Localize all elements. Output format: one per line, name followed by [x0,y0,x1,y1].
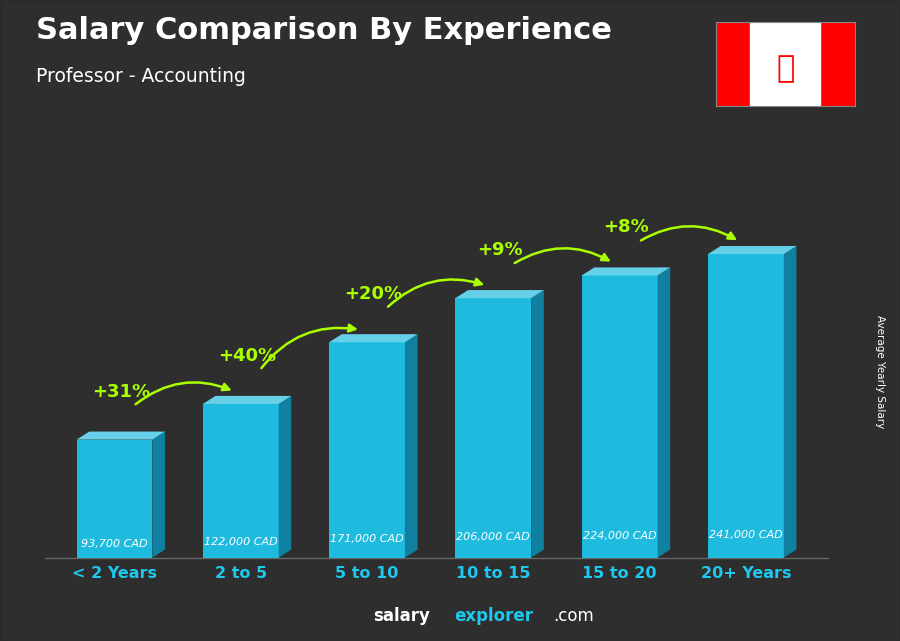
Polygon shape [455,290,544,298]
Text: +9%: +9% [477,241,523,259]
Polygon shape [279,396,292,558]
Polygon shape [405,334,418,558]
Text: +20%: +20% [345,285,402,303]
Text: salary: salary [374,607,430,625]
Text: 171,000 CAD: 171,000 CAD [330,535,404,544]
Text: Salary Comparison By Experience: Salary Comparison By Experience [36,16,612,45]
Text: explorer: explorer [454,607,534,625]
Text: Average Yearly Salary: Average Yearly Salary [875,315,886,428]
Text: 206,000 CAD: 206,000 CAD [456,532,530,542]
Bar [820,22,855,106]
Bar [751,22,820,106]
Text: 122,000 CAD: 122,000 CAD [204,537,277,547]
Polygon shape [329,334,418,342]
Polygon shape [76,431,165,440]
Text: .com: .com [554,607,594,625]
Polygon shape [329,342,405,558]
Polygon shape [152,431,165,558]
Text: 241,000 CAD: 241,000 CAD [709,530,783,540]
Text: +8%: +8% [603,219,649,237]
Polygon shape [708,246,796,254]
Polygon shape [76,440,152,558]
Polygon shape [531,290,544,558]
Polygon shape [581,267,670,276]
Text: 93,700 CAD: 93,700 CAD [81,539,148,549]
Polygon shape [784,246,796,558]
Polygon shape [202,404,279,558]
Polygon shape [708,254,784,558]
Polygon shape [581,276,658,558]
Polygon shape [202,396,292,404]
Text: +31%: +31% [92,383,149,401]
Text: Professor - Accounting: Professor - Accounting [36,67,246,87]
Text: 224,000 CAD: 224,000 CAD [582,531,656,541]
Bar [716,22,751,106]
Polygon shape [658,267,670,558]
Text: +40%: +40% [218,347,276,365]
Polygon shape [455,298,531,558]
Text: 🍁: 🍁 [776,54,795,83]
